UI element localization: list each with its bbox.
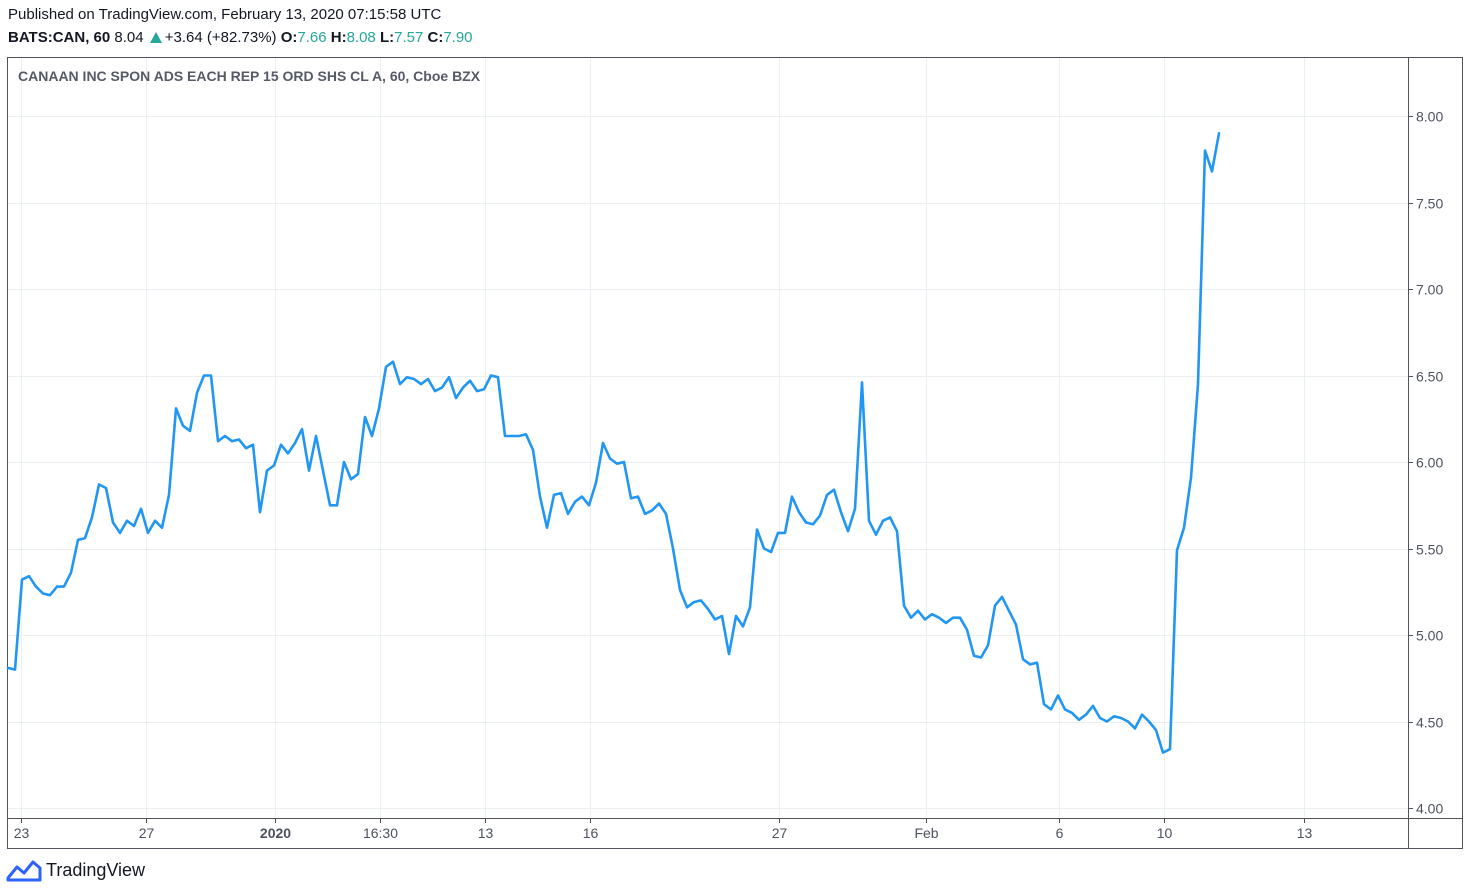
chart-title: CANAAN INC SPON ADS EACH REP 15 ORD SHS … bbox=[18, 68, 481, 84]
high-label: H: bbox=[330, 29, 347, 46]
grid-lines bbox=[8, 58, 1408, 818]
x-tick-label: 16:30 bbox=[363, 825, 398, 841]
published-text: Published on TradingView.com, February 1… bbox=[8, 6, 442, 23]
price-line bbox=[6, 132, 1221, 754]
price-change: +3.64 (+82.73%) bbox=[164, 29, 277, 46]
high-value: 8.08 bbox=[346, 29, 376, 46]
y-tick-label: 8.00 bbox=[1416, 109, 1443, 125]
x-tick-label: Feb bbox=[914, 825, 938, 841]
y-tick-label: 6.50 bbox=[1416, 369, 1443, 385]
y-tick-label: 7.50 bbox=[1416, 196, 1443, 212]
x-tick-label: 13 bbox=[1297, 825, 1313, 841]
low-label: L: bbox=[379, 29, 395, 46]
last-price: 8.04 bbox=[114, 29, 144, 46]
x-axis-ticks: 23 27 2020 16:30 13 16 27 Feb 6 10 13 bbox=[14, 818, 1313, 841]
open-value: 7.66 bbox=[297, 29, 327, 46]
close-label: C: bbox=[427, 29, 444, 46]
y-tick-label: 5.00 bbox=[1416, 628, 1443, 644]
x-tick-label: 13 bbox=[478, 825, 494, 841]
y-tick-label: 4.00 bbox=[1416, 801, 1443, 817]
brand-name: TradingView bbox=[46, 859, 146, 880]
x-tick-label: 10 bbox=[1157, 825, 1173, 841]
y-tick-label: 7.00 bbox=[1416, 282, 1443, 298]
x-tick-label: 27 bbox=[772, 825, 788, 841]
tradingview-logo[interactable]: TradingView bbox=[6, 858, 145, 882]
x-tick-label: 16 bbox=[583, 825, 599, 841]
plot-border bbox=[7, 57, 1463, 849]
up-triangle-icon bbox=[149, 32, 162, 43]
x-tick-label: 23 bbox=[14, 825, 30, 841]
x-tick-label: 2020 bbox=[260, 825, 291, 841]
y-axis-ticks: 4.00 4.50 5.00 5.50 6.00 6.50 7.00 7.50 8.00 bbox=[1408, 109, 1443, 817]
y-tick-label: 4.50 bbox=[1416, 715, 1443, 731]
y-tick-label: 6.00 bbox=[1416, 455, 1443, 471]
open-label: O: bbox=[280, 29, 298, 46]
symbol-label: BATS:CAN, 60 bbox=[8, 29, 111, 46]
y-tick-label: 5.50 bbox=[1416, 542, 1443, 558]
x-tick-label: 6 bbox=[1056, 825, 1064, 841]
close-value: 7.90 bbox=[443, 29, 473, 46]
low-value: 7.57 bbox=[394, 29, 424, 46]
quote-line: BATS:CAN, 60 8.04 +3.64 (+82.73%) O:7.66… bbox=[8, 29, 473, 46]
tradingview-logo-icon bbox=[6, 860, 42, 882]
x-tick-label: 27 bbox=[139, 825, 155, 841]
